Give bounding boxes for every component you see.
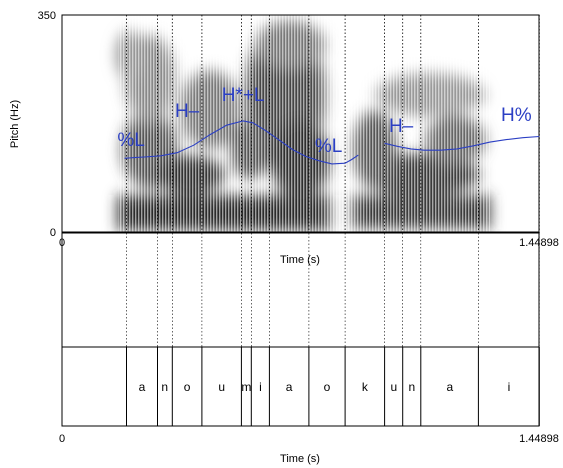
tone-label: %L — [315, 136, 342, 157]
tone-label: H– — [389, 116, 414, 137]
segment-label: a — [446, 380, 453, 394]
segment-label: a — [286, 380, 293, 394]
segment-label: n — [161, 380, 168, 394]
boundary-lines-tier — [126, 233, 540, 426]
tone-label: %L — [117, 130, 144, 151]
tier-x-end-label: 1.44898 — [519, 433, 559, 445]
segment-label: i — [259, 380, 262, 394]
pitch-contour — [384, 135, 540, 151]
tier-x-axis-title: Time (s) — [280, 453, 320, 465]
segment-label: m — [241, 380, 251, 394]
tone-label: H% — [501, 105, 532, 126]
segment-label: o — [324, 380, 331, 394]
pitch-contour — [124, 120, 359, 165]
segment-label: n — [409, 380, 416, 394]
tone-label: H– — [175, 101, 200, 122]
segment-label: u — [218, 380, 225, 394]
tier-x-start-label: 0 — [59, 433, 65, 445]
tone-label: H*+L — [222, 85, 265, 106]
y-axis-max-label: 350 — [38, 10, 56, 22]
spectrogram-image — [116, 15, 490, 233]
tone-labels: %L H– H*+L %L H– H% — [117, 85, 531, 157]
y-axis-min-label: 0 — [50, 227, 56, 239]
segment-label: i — [508, 380, 511, 394]
x-axis-title: Time (s) — [280, 254, 320, 266]
pitch-track — [124, 120, 540, 165]
segment-label: k — [362, 380, 369, 394]
boundary-lines-spectrogram — [126, 15, 540, 233]
segment-label: a — [139, 380, 146, 394]
segment-label: u — [390, 380, 397, 394]
y-axis-title: Pitch (Hz) — [9, 100, 21, 148]
spectrogram-panel: %LH–H*+L%LH–H% 350 0 Pitch (Hz) 0 1.4489… — [9, 10, 559, 266]
segment-label: o — [184, 380, 191, 394]
